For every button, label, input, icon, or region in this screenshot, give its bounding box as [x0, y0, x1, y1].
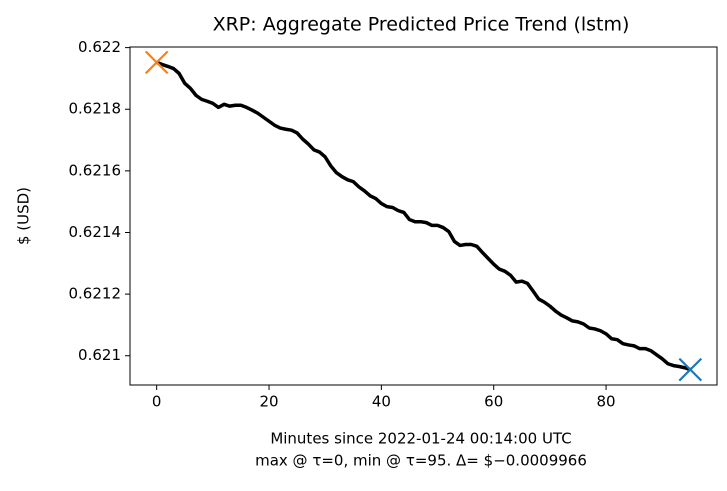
y-tick-label: 0.6218	[69, 100, 122, 118]
y-tick-label: 0.6214	[69, 223, 122, 241]
x-axis-label: Minutes since 2022-01-24 00:14:00 UTC	[270, 430, 571, 448]
line	[156, 60, 691, 372]
plot-frame	[129, 46, 718, 386]
x-tick-label: 20	[259, 393, 278, 411]
chart-title: XRP: Aggregate Predicted Price Trend (ls…	[213, 14, 630, 36]
x-tick-label: 60	[484, 393, 503, 411]
y-tick-label: 0.6216	[69, 161, 122, 179]
y-tick-label: 0.622	[78, 38, 121, 56]
x-axis-note: max @ τ=0, min @ τ=95. Δ= $−0.0009966	[255, 452, 587, 470]
y-axis-label: $ (USD)	[15, 187, 33, 245]
x-tick-label: 40	[372, 393, 391, 411]
y-tick-label: 0.6212	[69, 285, 122, 303]
extreme-marker	[144, 50, 169, 75]
x-tick-label: 80	[597, 393, 616, 411]
extreme-marker	[678, 357, 703, 382]
y-tick-label: 0.621	[78, 346, 121, 364]
x-tick-label: 0	[152, 393, 162, 411]
